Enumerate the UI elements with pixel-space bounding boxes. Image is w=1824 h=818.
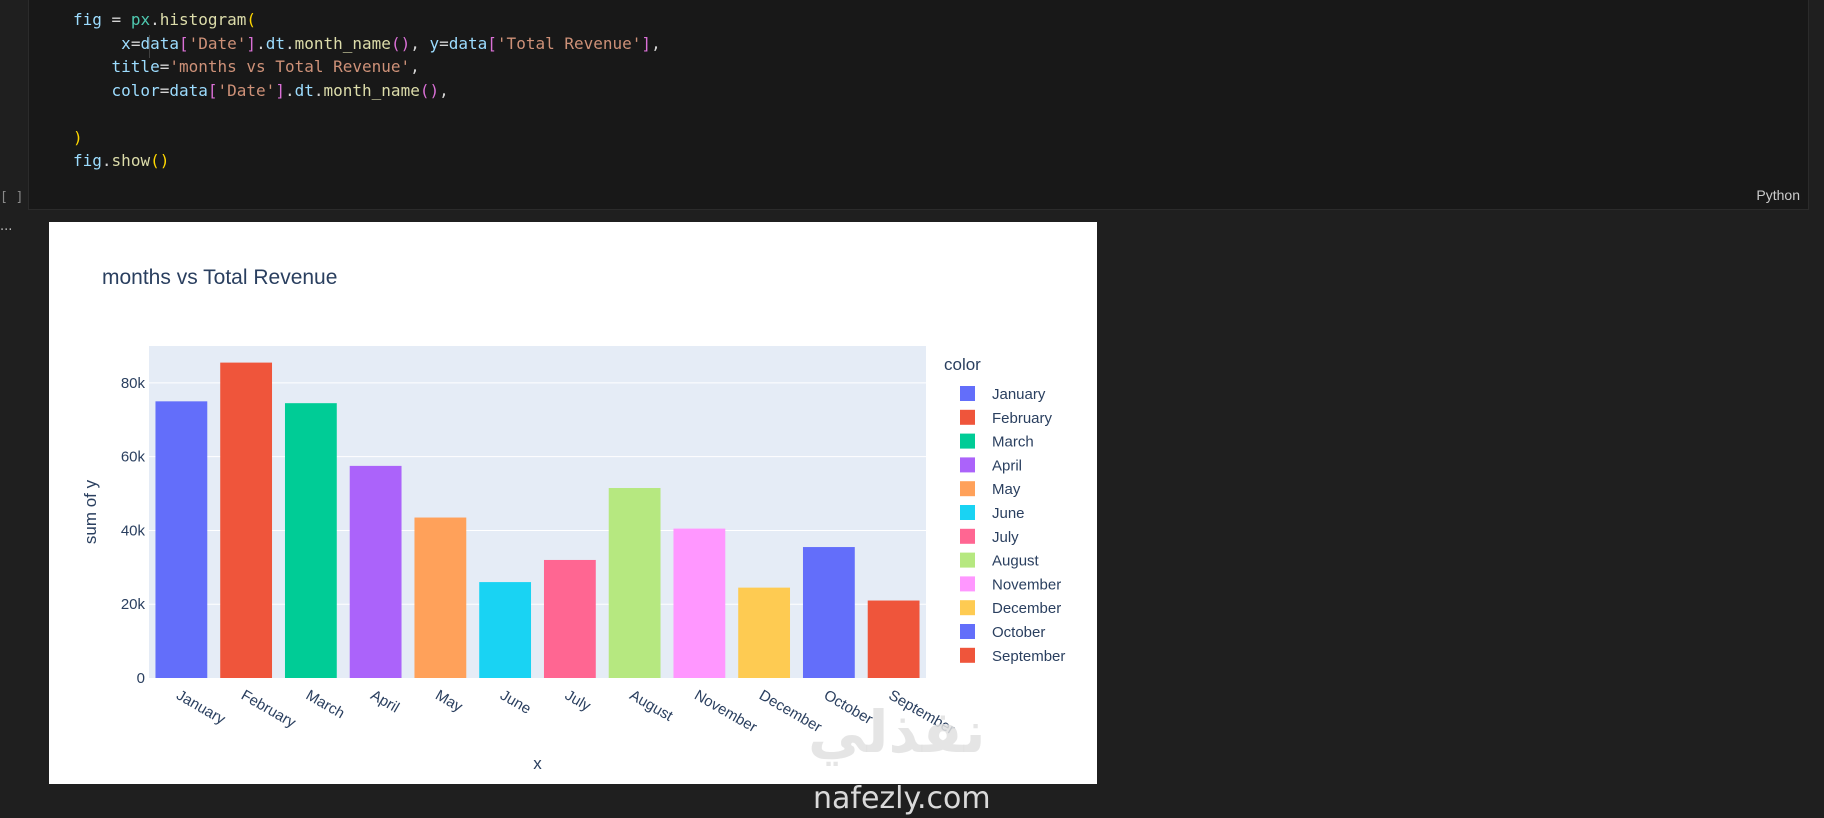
bar-october bbox=[802, 547, 855, 678]
code-editor[interactable]: fig = px.histogram( x=data['Date'].dt.mo… bbox=[73, 8, 661, 173]
y-tick-label: 60k bbox=[121, 449, 146, 466]
legend-swatch bbox=[960, 624, 975, 639]
x-tick-label: November bbox=[691, 687, 759, 736]
x-tick-label: January bbox=[173, 687, 228, 729]
legend-swatch bbox=[960, 505, 975, 520]
x-tick-label: July bbox=[562, 687, 594, 715]
y-tick-label: 80k bbox=[121, 375, 146, 392]
legend-title: color bbox=[944, 355, 981, 374]
bar-november bbox=[673, 528, 726, 678]
plot-area bbox=[149, 346, 926, 678]
code-line-4: color=data['Date'].dt.month_name(), bbox=[111, 80, 449, 100]
legend-swatch bbox=[960, 433, 975, 449]
legend-item-february: February bbox=[992, 410, 1053, 427]
y-tick-label: 20k bbox=[121, 596, 146, 613]
legend-item-september: September bbox=[992, 648, 1065, 665]
legend-swatch bbox=[960, 576, 975, 592]
indent-guide bbox=[149, 35, 150, 58]
code-line-6: ) bbox=[73, 127, 83, 147]
execution-count: [ ] bbox=[0, 190, 24, 205]
legend-swatch bbox=[960, 528, 975, 544]
language-label[interactable]: Python bbox=[1756, 187, 1800, 203]
legend-item-april: April bbox=[992, 457, 1022, 474]
legend-item-december: December bbox=[992, 600, 1061, 617]
bar-december bbox=[738, 587, 791, 678]
legend-swatch bbox=[960, 481, 975, 497]
legend-swatch bbox=[960, 409, 975, 425]
y-tick-label: 40k bbox=[121, 522, 146, 539]
bar-july bbox=[543, 559, 596, 678]
legend-item-march: March bbox=[992, 434, 1034, 451]
legend-item-august: August bbox=[992, 553, 1040, 570]
legend-item-october: October bbox=[992, 624, 1045, 641]
legend-item-november: November bbox=[992, 576, 1061, 593]
legend-swatch bbox=[960, 600, 975, 616]
legend-swatch bbox=[960, 386, 975, 401]
code-line-1: fig = px.histogram( bbox=[73, 10, 257, 29]
x-tick-label: March bbox=[303, 687, 348, 723]
x-tick-label: August bbox=[627, 687, 677, 725]
plot-output: months vs Total Revenue 0 20k 40k 60k 80k Janu… bbox=[49, 222, 1097, 784]
y-axis-label: sum of y bbox=[81, 479, 100, 544]
chart-title: months vs Total Revenue bbox=[102, 266, 337, 289]
legend-item-june: June bbox=[992, 505, 1025, 522]
legend-item-january: January bbox=[992, 386, 1046, 403]
bar-march bbox=[284, 403, 337, 678]
bar-february bbox=[220, 362, 273, 678]
x-tick-label: April bbox=[368, 687, 402, 717]
output-more-icon[interactable]: ... bbox=[0, 219, 13, 234]
legend-swatch bbox=[960, 647, 975, 663]
bar-january bbox=[155, 401, 208, 678]
bar-may bbox=[414, 517, 467, 678]
watermark-domain: nafezly.com bbox=[813, 781, 991, 816]
bar-chart: months vs Total Revenue 0 20k 40k 60k 80k Janu… bbox=[81, 266, 1065, 773]
code-line-2: x=data['Date'].dt.month_name(), y=data['… bbox=[121, 33, 661, 53]
x-tick-label: February bbox=[238, 687, 299, 732]
x-tick-label: May bbox=[432, 687, 465, 716]
watermark-logo-arabic: نفذلي bbox=[808, 698, 986, 766]
legend-swatch bbox=[960, 457, 975, 473]
x-tick-label: June bbox=[497, 687, 534, 718]
legend-item-may: May bbox=[992, 481, 1021, 498]
x-axis-label: x bbox=[533, 754, 542, 773]
legend-item-july: July bbox=[992, 529, 1019, 546]
y-tick-label: 0 bbox=[137, 670, 145, 687]
bar-june bbox=[479, 582, 532, 678]
code-cell[interactable]: fig = px.histogram( x=data['Date'].dt.mo… bbox=[28, 0, 1809, 210]
code-line-3: title='months vs Total Revenue', bbox=[111, 57, 420, 76]
bar-september bbox=[867, 600, 920, 678]
legend-swatch bbox=[960, 552, 975, 568]
code-line-7: fig.show() bbox=[73, 151, 170, 170]
bar-april bbox=[349, 465, 402, 678]
bar-august bbox=[608, 488, 661, 678]
